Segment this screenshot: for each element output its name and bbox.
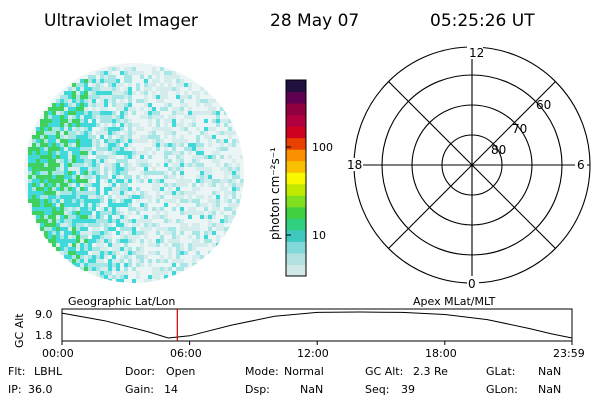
timeline-y-tick-top: 9.0 bbox=[35, 308, 53, 321]
polar-label-mlat-60: 60 bbox=[536, 98, 551, 112]
status-door-label: Door: bbox=[125, 365, 155, 378]
colorbar-cell bbox=[286, 241, 306, 254]
colorbar-cell bbox=[286, 252, 306, 265]
status-seq-label: Seq: bbox=[365, 383, 389, 396]
image-pixels bbox=[28, 67, 244, 283]
polar-label-mlt-0: 0 bbox=[468, 277, 476, 291]
timeline-left-label: Geographic Lat/Lon bbox=[68, 295, 175, 308]
polar-label-mlt-6: 6 bbox=[577, 158, 585, 172]
polar-label-bg-12 bbox=[467, 46, 483, 59]
status-door-value: Open bbox=[166, 365, 195, 378]
timeline-x-ticks bbox=[61, 341, 573, 345]
colorbar-cell bbox=[286, 183, 306, 196]
status-gcalt-value: 2.3 Re bbox=[413, 365, 448, 378]
header-time: 05:25:26 UT bbox=[430, 11, 535, 31]
status-mode-value: Normal bbox=[284, 365, 324, 378]
timeline-x-tick-1200: 12:00 bbox=[297, 347, 329, 360]
status-flt-label: Flt: bbox=[8, 365, 25, 378]
status-glat-label: GLat: bbox=[486, 365, 515, 378]
colorbar-frame bbox=[285, 79, 307, 277]
timeline-x-tick-0000: 00:00 bbox=[42, 347, 74, 360]
header-title: Ultraviolet Imager bbox=[44, 11, 198, 31]
altitude-series-line bbox=[61, 311, 573, 339]
status-glat-value: NaN bbox=[538, 365, 561, 378]
colorbar-cell bbox=[286, 149, 306, 162]
polar-label-mlat-80: 80 bbox=[491, 143, 506, 157]
status-dsp-value: NaN bbox=[300, 383, 323, 396]
polar-label-bg-0 bbox=[467, 276, 479, 289]
status-glon-value: NaN bbox=[538, 383, 561, 396]
status-dsp-label: Dsp: bbox=[245, 383, 270, 396]
colorbar-cell bbox=[286, 172, 306, 185]
status-gain-value: 14 bbox=[164, 383, 178, 396]
colorbar-cell bbox=[286, 229, 306, 242]
colorbar-cell bbox=[286, 114, 306, 127]
polar-label-bg-6 bbox=[575, 158, 587, 171]
timeline-x-tick-2359: 23:59 bbox=[553, 347, 585, 360]
colorbar-cell bbox=[286, 126, 306, 139]
timeline-x-tick-1800: 18:00 bbox=[425, 347, 457, 360]
colorbar-cell bbox=[286, 91, 306, 104]
colorbar-cell bbox=[286, 80, 306, 93]
polar-label-bg-18 bbox=[345, 158, 363, 171]
timeline-frame bbox=[61, 308, 573, 342]
status-seq-value: 39 bbox=[401, 383, 415, 396]
colorbar-label: photon cm⁻²s⁻¹ bbox=[268, 147, 282, 240]
timeline-x-tick-0600: 06:00 bbox=[170, 347, 202, 360]
colorbar-cell bbox=[286, 264, 306, 277]
status-glon-label: GLon: bbox=[486, 383, 518, 396]
status-gcalt-label: GC Alt: bbox=[365, 365, 403, 378]
status-panel: Flt: LBHL Door: Open Mode: Normal GC Alt… bbox=[8, 365, 561, 396]
colorbar-cell bbox=[286, 218, 306, 231]
colorbar-cells bbox=[286, 80, 306, 277]
timeline-right-label: Apex MLat/MLT bbox=[413, 295, 496, 308]
status-ip-value: 36.0 bbox=[28, 383, 53, 396]
status-flt-value: LBHL bbox=[34, 365, 63, 378]
colorbar-cell bbox=[286, 195, 306, 208]
polar-label-mlt-12: 12 bbox=[469, 46, 484, 60]
status-mode-label: Mode: bbox=[245, 365, 279, 378]
colorbar-cell bbox=[286, 103, 306, 116]
colorbar-tick-label-10: 10 bbox=[312, 229, 326, 242]
polar-label-mlt-18: 18 bbox=[347, 158, 362, 172]
timeline-y-tick-bottom: 1.8 bbox=[35, 329, 53, 342]
timeline-y-axis-label: GC Alt bbox=[13, 313, 26, 348]
polar-plot bbox=[353, 46, 591, 284]
colorbar-cell bbox=[286, 137, 306, 150]
auroral-image bbox=[24, 63, 244, 283]
polar-diagonal-2 bbox=[388, 81, 556, 249]
header-date: 28 May 07 bbox=[270, 11, 359, 31]
colorbar: 100 10 photon cm⁻²s⁻¹ bbox=[268, 79, 333, 277]
status-gain-label: Gain: bbox=[125, 383, 154, 396]
polar-label-mlat-70: 70 bbox=[512, 122, 527, 136]
status-ip-label: IP: bbox=[8, 383, 22, 396]
colorbar-cell bbox=[286, 206, 306, 219]
colorbar-cell bbox=[286, 160, 306, 173]
colorbar-tick-label-100: 100 bbox=[312, 141, 333, 154]
